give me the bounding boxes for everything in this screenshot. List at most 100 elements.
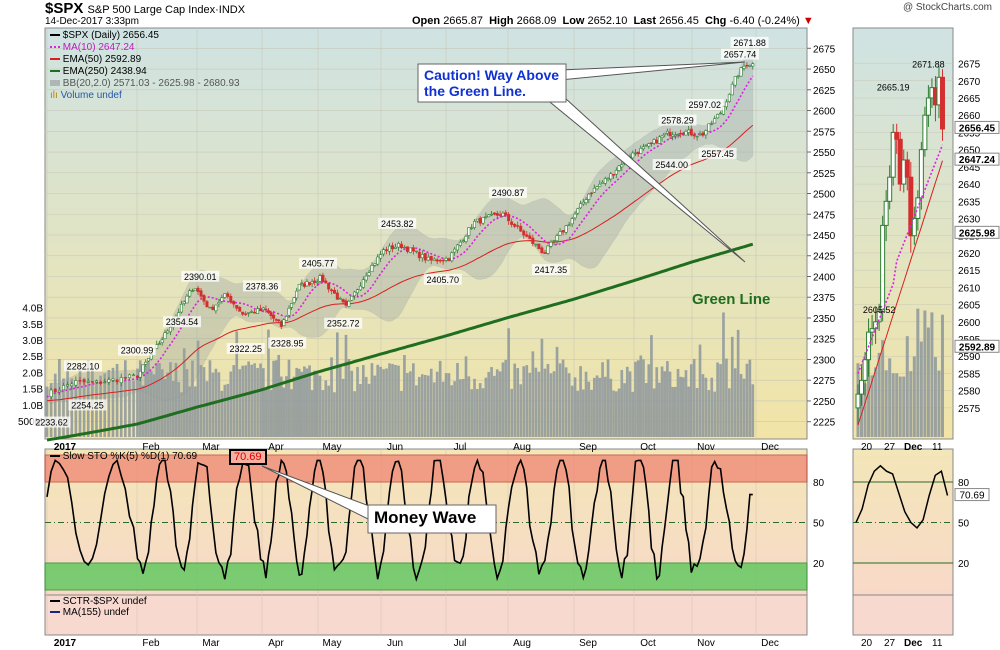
price-label: 2417.35 <box>535 265 568 275</box>
candle-body <box>710 123 714 125</box>
candle-body <box>455 244 459 251</box>
volume-bar <box>403 355 406 437</box>
volume-bar <box>279 376 283 437</box>
volume-bar <box>136 368 139 437</box>
zoom-price-flag-text: 2625.98 <box>959 228 996 239</box>
x-month-label-bottom: Jul <box>454 638 467 649</box>
candle-body <box>716 114 720 119</box>
x-month-label: May <box>323 442 342 453</box>
candle-body <box>295 290 299 299</box>
volume-bar <box>540 338 544 437</box>
volume-bar <box>244 365 248 437</box>
volume-bar <box>226 383 230 437</box>
candle-body <box>310 281 314 284</box>
x-month-label-bottom: Dec <box>761 638 779 649</box>
zoom-y-tick-label: 2585 <box>958 369 981 380</box>
volume-bar <box>406 372 409 437</box>
volume-bar <box>725 358 728 437</box>
volume-bar <box>487 371 491 437</box>
sto-tick-label: 50 <box>813 519 825 530</box>
candle-body <box>564 225 568 233</box>
price-label-bg <box>531 264 570 276</box>
zoom-ema50-line <box>857 160 943 426</box>
volume-bar <box>409 371 412 437</box>
candle-body <box>274 319 278 321</box>
candle-body <box>649 142 653 144</box>
candle-body <box>498 214 502 216</box>
y-tick-label: 2475 <box>813 210 836 221</box>
candle-body <box>736 75 740 78</box>
candle-body <box>82 379 86 383</box>
volume-bar <box>450 385 454 437</box>
zoom-volume-bar <box>874 367 878 437</box>
volume-bar <box>74 384 78 437</box>
volume-bar <box>441 381 445 437</box>
volume-tick-label: 2.5B <box>22 352 43 363</box>
candle-body <box>361 279 365 288</box>
candle-body <box>190 290 194 292</box>
volume-bar <box>513 363 517 437</box>
volume-bar <box>570 385 574 437</box>
price-label-bg <box>489 187 527 199</box>
x-month-label-bottom: Jun <box>387 638 403 649</box>
price-label-bg <box>181 270 220 282</box>
volume-bar <box>467 376 471 437</box>
sto-zoom-tick-label: 50 <box>958 519 970 530</box>
candle-body <box>470 227 474 229</box>
volume-bar <box>679 376 682 437</box>
volume-bar <box>484 377 488 437</box>
candle-body <box>259 308 263 312</box>
caution-box <box>417 63 567 103</box>
volume-bar <box>531 351 535 437</box>
volume-bar <box>155 363 159 437</box>
price-label: 2671.88 <box>733 38 766 48</box>
candle-body <box>211 306 215 310</box>
zoom-price-flag <box>954 225 1000 239</box>
volume-bar <box>692 358 696 437</box>
y-tick-label: 2625 <box>813 86 836 97</box>
volume-bar <box>205 381 209 437</box>
volume-bar <box>698 344 702 437</box>
volume-bar <box>473 378 476 437</box>
candle-body <box>353 291 357 297</box>
volume-bar <box>160 369 164 437</box>
zoom-volume-bar <box>877 352 881 437</box>
volume-bar <box>199 365 203 437</box>
candle-body <box>302 283 306 287</box>
volume-bar <box>426 375 430 437</box>
volume-bar <box>432 382 436 437</box>
zoom-candle-body <box>918 149 924 199</box>
price-label-bg <box>32 416 71 428</box>
volume-bar <box>639 355 643 437</box>
candle-body <box>695 135 699 138</box>
candle-body <box>423 253 427 261</box>
candle-body <box>241 311 245 315</box>
volume-bar <box>253 363 256 437</box>
candle-body <box>435 259 439 262</box>
volume-bar <box>223 384 227 437</box>
candle-body <box>393 246 397 249</box>
candle-body <box>168 327 172 333</box>
candle-body <box>671 134 675 137</box>
sctr-panel <box>44 594 808 636</box>
zoom-y-tick-label: 2670 <box>958 77 981 88</box>
candle-body <box>592 187 596 193</box>
candle-body <box>441 259 445 262</box>
candle-body <box>701 132 705 136</box>
candle-body <box>495 213 499 216</box>
volume-bar <box>739 373 743 437</box>
price-label-bg <box>64 360 102 372</box>
volume-bar <box>182 348 186 437</box>
candle-body <box>208 306 212 309</box>
zoom-price-flag-text: 2656.45 <box>959 123 996 134</box>
y-tick-label: 2500 <box>813 190 836 201</box>
sto-value-box: 70.69 <box>229 449 267 465</box>
volume-bar <box>163 379 167 437</box>
volume-bar <box>676 368 680 437</box>
volume-bar <box>478 383 482 437</box>
candle-body <box>692 134 696 137</box>
volume-bar <box>689 364 693 437</box>
volume-bar <box>267 329 270 437</box>
candle-body <box>119 377 123 383</box>
